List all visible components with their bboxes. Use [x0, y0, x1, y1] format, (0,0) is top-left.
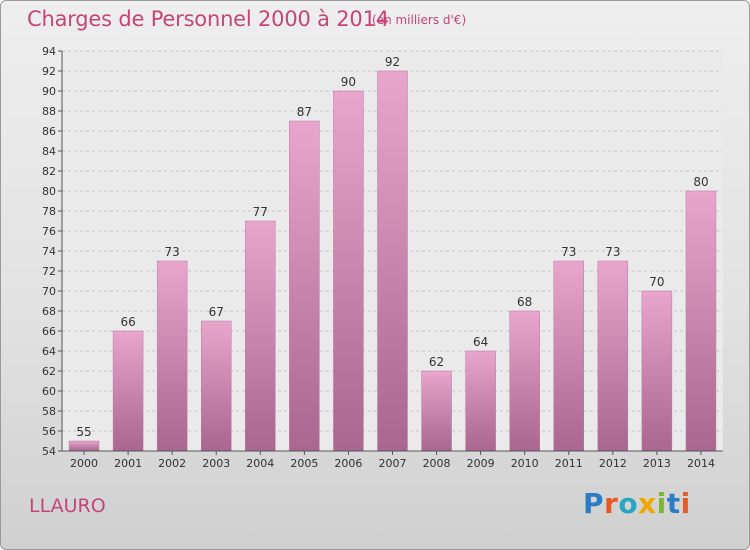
- x-axis: 2000 2001 2002 2003 2004 2005 2006 2007 2008 2009…: [62, 450, 723, 470]
- logo-letter: o: [618, 487, 639, 520]
- y-tick-label: 56: [42, 425, 56, 438]
- x-tick-label-2011: 2011: [555, 457, 583, 470]
- value-label-2003: 67: [209, 305, 224, 319]
- y-tick-label: 66: [42, 325, 56, 338]
- y-axis: 54 56 58 60 62 64 66 68 70 72 74 76 78 80 82 84 86 88 90 92…: [42, 45, 63, 458]
- x-tick-label-2003: 2003: [202, 457, 230, 470]
- value-label-2002: 73: [165, 245, 180, 259]
- value-label-2005: 87: [297, 105, 312, 119]
- bar-2000: [68, 440, 100, 452]
- x-tick-label-2002: 2002: [158, 457, 186, 470]
- y-tick-label: 80: [42, 185, 56, 198]
- y-tick-label: 76: [42, 225, 56, 238]
- y-tick-label: 68: [42, 305, 56, 318]
- bar-2005: [289, 120, 320, 452]
- y-tick-label: 78: [42, 205, 56, 218]
- commune-name: LLAURO: [29, 495, 106, 517]
- x-tick-label-2001: 2001: [114, 457, 142, 470]
- logo-letter: P: [583, 487, 605, 520]
- logo-letter: t: [666, 487, 681, 520]
- y-tick-label: 60: [42, 385, 56, 398]
- bar-2002: [156, 260, 188, 452]
- value-label-2000: 55: [76, 425, 91, 439]
- y-tick-label: 64: [42, 345, 56, 358]
- x-tick-label-2007: 2007: [379, 457, 407, 470]
- y-tick-label: 74: [42, 245, 56, 258]
- x-tick-label-2012: 2012: [599, 457, 627, 470]
- proxiti-logo: Proxiti: [583, 487, 691, 520]
- value-label-2007: 92: [385, 55, 400, 69]
- value-label-2006: 90: [341, 75, 356, 89]
- y-tick-label: 58: [42, 405, 56, 418]
- bar-2006: [333, 90, 364, 452]
- y-tick-label: 70: [42, 285, 56, 298]
- bar-2011: [553, 260, 584, 452]
- bar-2012: [597, 260, 629, 452]
- chart-title: Charges de Personnel 2000 à 2014: [27, 7, 389, 31]
- logo-letter: x: [638, 487, 657, 520]
- x-tick-label-2014: 2014: [687, 457, 715, 470]
- logo-letter: i: [680, 487, 691, 520]
- value-label-2013: 70: [649, 275, 664, 289]
- y-tick-label: 92: [42, 65, 56, 78]
- bar-2013: [641, 290, 673, 452]
- value-label-2008: 62: [429, 355, 444, 369]
- x-tick-label-2006: 2006: [334, 457, 362, 470]
- bar-2004: [245, 220, 276, 452]
- value-label-2009: 64: [473, 335, 488, 349]
- bar-2003: [201, 320, 232, 452]
- y-tick-label: 94: [42, 45, 56, 58]
- logo-letter: i: [656, 487, 667, 520]
- bar-2001: [112, 330, 144, 452]
- y-tick-label: 82: [42, 165, 56, 178]
- value-label-2012: 73: [605, 245, 620, 259]
- y-tick-label: 84: [42, 145, 56, 158]
- value-label-2010: 68: [517, 295, 532, 309]
- x-tick-label-2004: 2004: [246, 457, 274, 470]
- value-label-2001: 66: [120, 315, 135, 329]
- x-tick-label-2008: 2008: [423, 457, 451, 470]
- value-label-2014: 80: [693, 175, 708, 189]
- y-tick-label: 86: [42, 125, 56, 138]
- y-tick-label: 54: [42, 445, 56, 458]
- chart-subtitle: (en milliers d'€): [372, 13, 467, 27]
- y-tick-label: 88: [42, 105, 56, 118]
- bar-2007: [377, 70, 408, 452]
- y-tick-label: 62: [42, 365, 56, 378]
- logo-letter: r: [604, 487, 619, 520]
- bar-2008: [421, 370, 452, 452]
- value-label-2004: 77: [253, 205, 268, 219]
- bar-2009: [465, 350, 496, 452]
- bars-group: 55 66 73 67 77 87 90 92 62 64 68 73 73 70 80: [68, 55, 717, 452]
- x-tick-label-2010: 2010: [511, 457, 539, 470]
- x-tick-label-2005: 2005: [290, 457, 318, 470]
- x-tick-label-2000: 2000: [70, 457, 98, 470]
- x-tick-label-2013: 2013: [643, 457, 671, 470]
- y-tick-label: 72: [42, 265, 56, 278]
- bar-2014: [685, 190, 717, 452]
- value-label-2011: 73: [561, 245, 576, 259]
- y-tick-label: 90: [42, 85, 56, 98]
- bar-2010: [509, 310, 540, 452]
- x-tick-label-2009: 2009: [467, 457, 495, 470]
